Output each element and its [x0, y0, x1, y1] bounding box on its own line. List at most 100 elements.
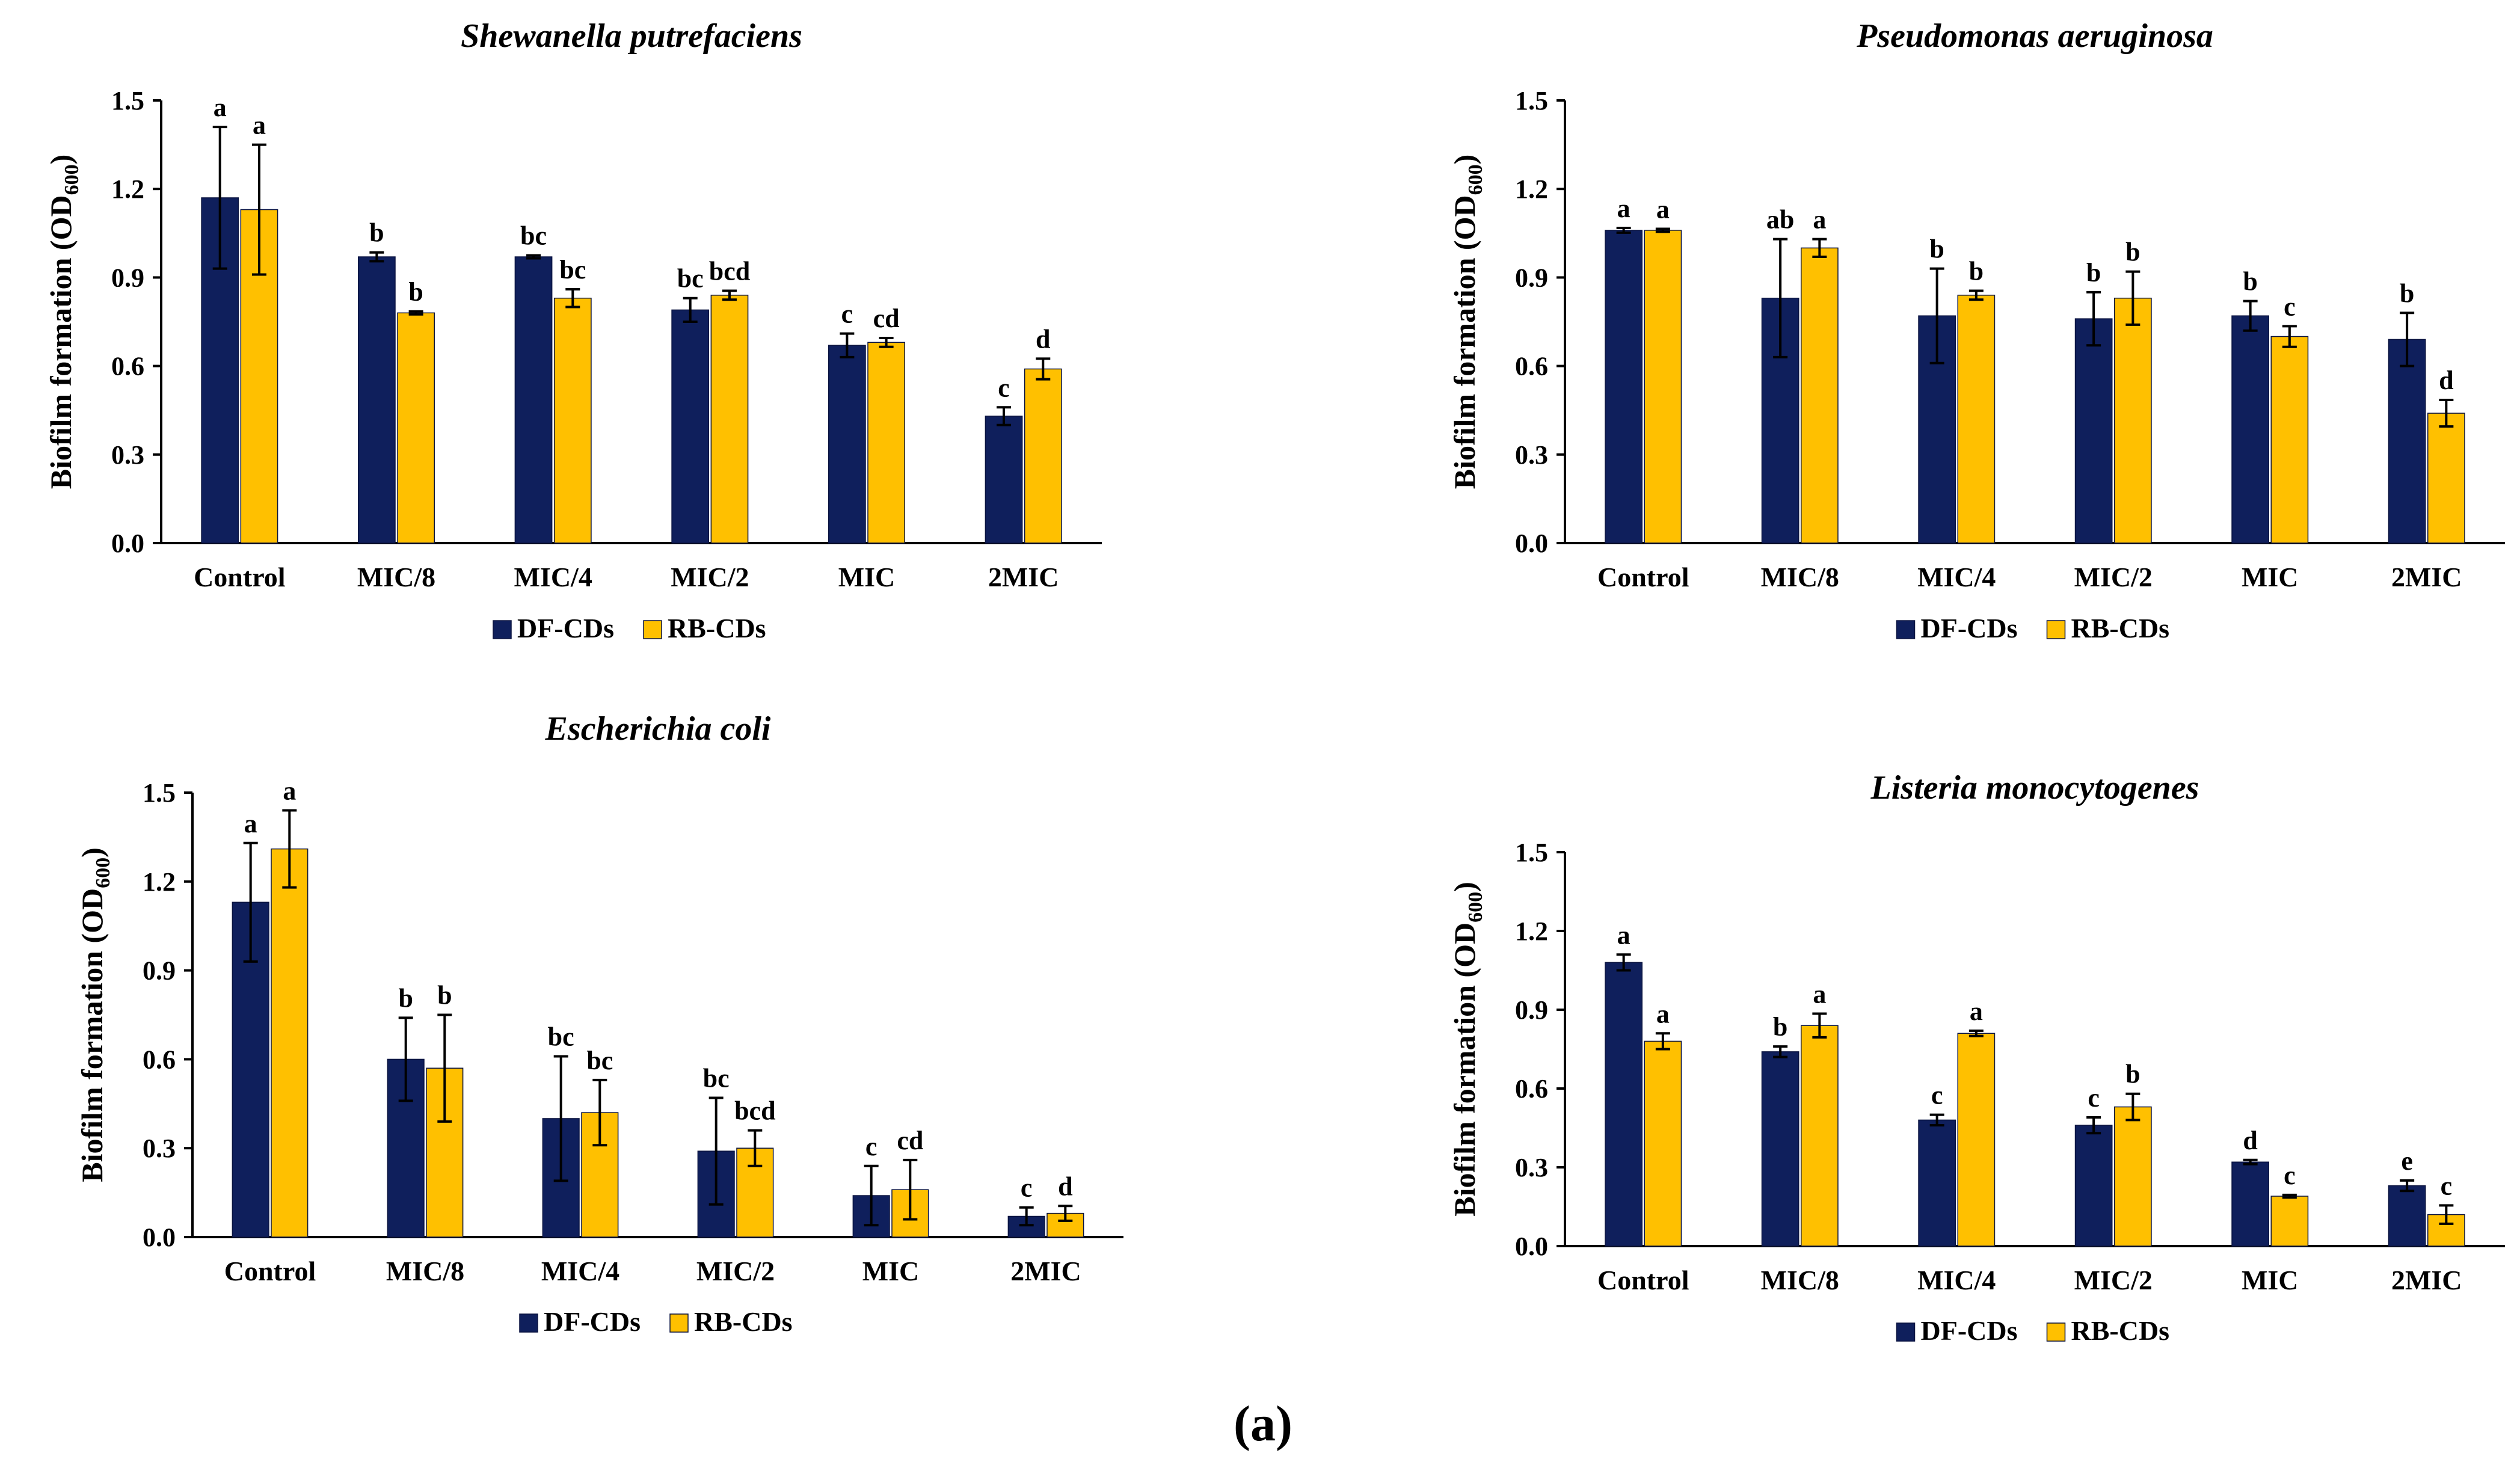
- legend-label: DF-CDs: [517, 613, 614, 643]
- x-category-label: MIC: [838, 562, 896, 592]
- y-tick-label: 1.2: [1515, 917, 1548, 946]
- significance-label: bc: [677, 264, 704, 293]
- legend-swatch-df-cds: [519, 1313, 538, 1333]
- chart-panel-shewanella: Shewanella putrefaciens 0.0 0.3 0.6 0.9 1.2 1.…: [44, 17, 1102, 643]
- bar-df-cds: [828, 345, 866, 544]
- significance-label: bc: [520, 221, 547, 251]
- bar-rb-cds: [1644, 1040, 1682, 1247]
- chart-title: Escherichia coli: [545, 710, 771, 748]
- bar-df-cds: [357, 256, 396, 544]
- significance-label: a: [214, 93, 227, 122]
- significance-label: bc: [559, 255, 586, 284]
- x-category-label: MIC/4: [1917, 562, 1996, 592]
- significance-label: ab: [1766, 205, 1794, 235]
- y-tick-label: 0.6: [1515, 1074, 1548, 1104]
- bar-df-cds: [2388, 1185, 2426, 1247]
- bar-df-cds: [514, 256, 553, 544]
- significance-label: d: [2243, 1126, 2257, 1155]
- significance-label: c: [2284, 1161, 2296, 1190]
- bar-rb-cds: [397, 312, 435, 544]
- bar-df-cds: [1918, 1119, 1956, 1247]
- significance-label: c: [865, 1132, 877, 1161]
- bar-rb-cds: [2270, 336, 2309, 544]
- x-category-label: MIC: [2242, 562, 2299, 592]
- significance-label: a: [1813, 205, 1826, 235]
- x-category-label: MIC/2: [696, 1256, 775, 1286]
- significance-label: c: [841, 299, 853, 329]
- y-tick-label: 0.9: [111, 263, 144, 292]
- y-tick-label: 0.6: [1515, 352, 1548, 381]
- significance-label: bcd: [709, 256, 750, 286]
- x-category-label: 2MIC: [2391, 562, 2462, 592]
- significance-label: a: [283, 776, 296, 806]
- legend-label: RB-CDs: [668, 613, 766, 643]
- chart-title: Listeria monocytogenes: [1870, 769, 2199, 806]
- legend-label: DF-CDs: [1921, 1315, 2018, 1346]
- y-tick-label: 0.6: [143, 1045, 176, 1074]
- bar-df-cds: [2388, 339, 2426, 544]
- x-category-label: MIC: [862, 1256, 920, 1286]
- bar-rb-cds: [2114, 297, 2152, 544]
- y-tick-label: 0.6: [111, 352, 144, 381]
- y-tick-label: 1.5: [1515, 86, 1548, 115]
- x-category-label: MIC/4: [514, 562, 592, 592]
- x-category-label: Control: [1597, 1265, 1689, 1295]
- legend-swatch-df-cds: [1896, 1322, 1916, 1342]
- y-tick-label: 0.0: [1515, 529, 1548, 558]
- bar-rb-cds: [271, 848, 309, 1238]
- x-category-label: MIC/8: [1761, 562, 1839, 592]
- y-tick-label: 1.2: [1515, 174, 1548, 204]
- legend-swatch-df-cds: [493, 620, 512, 639]
- bar-df-cds: [985, 416, 1023, 544]
- significance-label: b: [398, 983, 413, 1013]
- y-tick-label: 0.3: [1515, 1153, 1548, 1182]
- legend-swatch-rb-cds: [2046, 1322, 2066, 1342]
- significance-label: a: [1617, 920, 1630, 950]
- y-tick-label: 1.5: [143, 778, 176, 808]
- x-category-label: MIC/8: [1761, 1265, 1839, 1295]
- significance-label: a: [253, 111, 266, 140]
- x-category-label: Control: [1597, 562, 1689, 592]
- significance-label: b: [437, 981, 452, 1010]
- bar-df-cds: [1605, 230, 1643, 544]
- y-axis-label: Biofilm formation (OD600): [1448, 155, 1487, 489]
- y-tick-label: 0.3: [1515, 440, 1548, 470]
- significance-label: d: [2439, 366, 2453, 395]
- significance-label: cd: [897, 1126, 923, 1155]
- x-category-label: MIC/4: [541, 1256, 619, 1286]
- bar-rb-cds: [2427, 413, 2465, 544]
- significance-label: bc: [548, 1022, 574, 1051]
- x-category-label: MIC/8: [357, 562, 435, 592]
- significance-label: a: [1617, 194, 1630, 223]
- significance-label: c: [2088, 1083, 2100, 1113]
- significance-label: bcd: [734, 1096, 775, 1126]
- y-axis-label: Biofilm formation (OD600): [75, 847, 114, 1182]
- legend-swatch-rb-cds: [2046, 620, 2066, 639]
- bar-rb-cds: [2270, 1196, 2309, 1247]
- chart-title: Shewanella putrefaciens: [461, 17, 802, 55]
- bar-rb-cds: [1957, 295, 1996, 544]
- bar-df-cds: [1761, 1051, 1799, 1247]
- significance-label: b: [2125, 1060, 2140, 1089]
- significance-label: a: [244, 809, 257, 838]
- x-category-label: 2MIC: [988, 562, 1059, 592]
- bar-rb-cds: [867, 342, 906, 544]
- significance-label: bc: [703, 1063, 730, 1093]
- significance-label: c: [2284, 292, 2296, 321]
- significance-label: b: [2243, 267, 2257, 296]
- significance-label: b: [2086, 258, 2101, 287]
- significance-label: cd: [873, 304, 900, 333]
- legend-label: DF-CDs: [1921, 613, 2018, 643]
- y-tick-label: 0.9: [143, 956, 176, 986]
- significance-label: c: [1931, 1081, 1943, 1110]
- y-tick-label: 0.0: [1515, 1232, 1548, 1261]
- x-category-label: MIC/8: [386, 1256, 464, 1286]
- bar-df-cds: [1605, 962, 1643, 1247]
- bar-rb-cds: [1801, 1025, 1839, 1247]
- significance-label: bc: [586, 1046, 613, 1075]
- chart-panel-escherichia: Escherichia coli 0.0 0.3 0.6 0.9 1.2 1.5 Biofil…: [75, 710, 1123, 1337]
- significance-label: b: [2400, 278, 2414, 308]
- x-category-label: MIC/2: [671, 562, 749, 592]
- y-tick-label: 0.3: [143, 1134, 176, 1163]
